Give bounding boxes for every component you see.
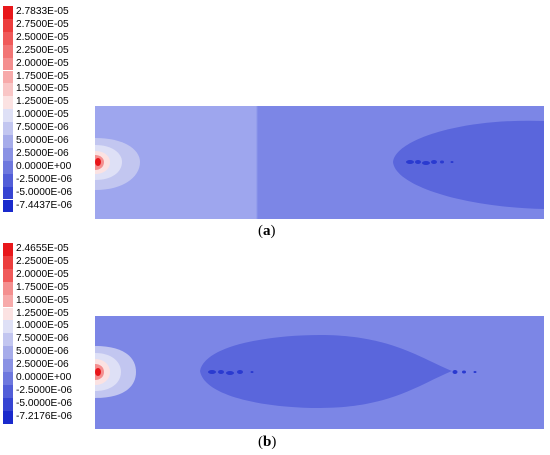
legend-swatch bbox=[3, 18, 13, 32]
legend-swatch bbox=[3, 307, 13, 321]
legend-swatch bbox=[3, 135, 13, 148]
legend-label: 1.0000E-05 bbox=[16, 109, 69, 121]
legend-label: 2.2500E-05 bbox=[16, 44, 69, 56]
legend-label: 7.5000E-06 bbox=[16, 333, 69, 345]
legend-swatch bbox=[3, 147, 13, 161]
legend-label: 2.2500E-05 bbox=[16, 255, 69, 267]
legend-swatch bbox=[3, 57, 13, 71]
legend-label: 1.5000E-05 bbox=[16, 294, 69, 306]
legend-swatch bbox=[3, 294, 13, 308]
legend-label: 2.0000E-05 bbox=[16, 57, 69, 69]
legend-swatch bbox=[3, 397, 13, 411]
legend-label: 2.5000E-05 bbox=[16, 31, 69, 43]
caption-a: (a) bbox=[258, 223, 276, 239]
legend-swatch bbox=[3, 96, 13, 110]
legend-label: 2.5000E-06 bbox=[16, 359, 69, 371]
legend-swatch bbox=[3, 83, 13, 97]
legend-label: 0.0000E+00 bbox=[16, 372, 72, 383]
legend-swatch bbox=[3, 6, 13, 19]
legend-label: 1.0000E-05 bbox=[16, 320, 69, 332]
legend-label: -7.4437E-06 bbox=[16, 199, 73, 211]
legend-label: 1.7500E-05 bbox=[16, 281, 69, 293]
legend-swatch bbox=[3, 255, 13, 269]
legend-swatch bbox=[3, 281, 13, 295]
legend-swatch bbox=[3, 199, 13, 213]
legend-label: -5.0000E-06 bbox=[16, 397, 73, 409]
legend-label: -2.5000E-06 bbox=[16, 384, 73, 396]
low-value-plume bbox=[200, 335, 452, 408]
legend-swatch bbox=[3, 44, 13, 58]
legend-swatch bbox=[3, 109, 13, 123]
legend-label: 2.0000E-05 bbox=[16, 268, 69, 280]
legend-label: 7.5000E-06 bbox=[16, 122, 69, 134]
legend-swatch bbox=[3, 268, 13, 282]
caption-b: (b) bbox=[258, 434, 277, 450]
legend-label: -7.2176E-06 bbox=[16, 410, 73, 422]
legend-label: 2.7833E-05 bbox=[16, 6, 69, 17]
legend-swatch bbox=[3, 320, 13, 334]
legend-swatch bbox=[3, 243, 13, 256]
legend-swatch bbox=[3, 186, 13, 200]
legend-swatch bbox=[3, 372, 13, 385]
legend-swatch bbox=[3, 346, 13, 360]
legend-label: 0.0000E+00 bbox=[16, 160, 72, 172]
legend-label: 5.0000E-06 bbox=[16, 135, 69, 146]
low-value-plume bbox=[393, 120, 544, 209]
vortex-dots bbox=[208, 370, 477, 375]
source-rings bbox=[95, 138, 140, 190]
legend-label: 2.4655E-05 bbox=[16, 243, 69, 254]
legend-swatch bbox=[3, 70, 13, 84]
legend-swatch bbox=[3, 384, 13, 398]
contour-plot-a bbox=[95, 106, 544, 219]
legend-label: 5.0000E-06 bbox=[16, 346, 69, 358]
legend-swatch bbox=[3, 31, 13, 45]
legend-label: 1.7500E-05 bbox=[16, 70, 69, 82]
legend-label: 1.2500E-05 bbox=[16, 96, 69, 108]
legend-label: -2.5000E-06 bbox=[16, 173, 73, 185]
legend-swatch bbox=[3, 359, 13, 372]
legend-label: 1.5000E-05 bbox=[16, 83, 69, 95]
legend-swatch bbox=[3, 160, 13, 174]
vortex-dots bbox=[406, 160, 454, 165]
legend-label: 1.2500E-05 bbox=[16, 307, 69, 319]
legend-swatch bbox=[3, 173, 13, 187]
legend-swatch bbox=[3, 333, 13, 347]
legend-label: 2.7500E-05 bbox=[16, 18, 69, 30]
legend-label: -5.0000E-06 bbox=[16, 186, 73, 198]
legend-swatch bbox=[3, 122, 13, 135]
source-rings bbox=[95, 346, 136, 398]
legend-label: 2.5000E-06 bbox=[16, 147, 69, 159]
legend-swatch bbox=[3, 410, 13, 424]
